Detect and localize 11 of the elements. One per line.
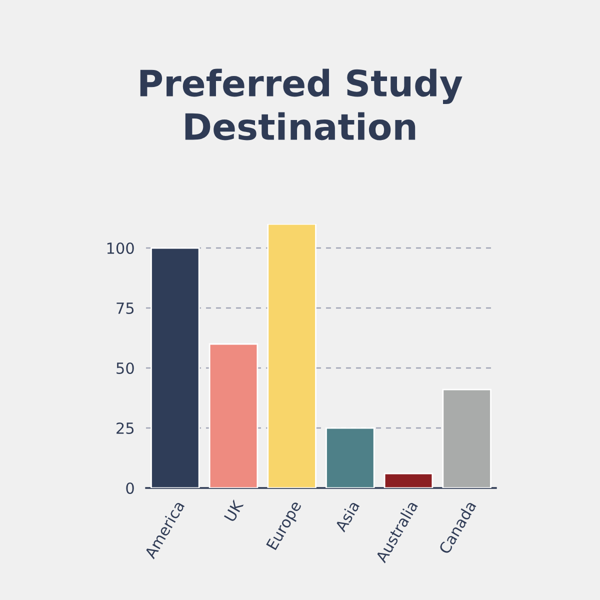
bar — [326, 427, 375, 488]
x-tick-label: UK — [224, 499, 244, 522]
bar — [208, 343, 258, 488]
y-tick-label: 50 — [116, 362, 134, 374]
y-tick-label: 100 — [107, 242, 134, 254]
bar — [384, 472, 434, 488]
y-tick-label: 0 — [126, 482, 134, 494]
bar — [267, 224, 316, 488]
chart-title: Preferred Study Destination — [140, 68, 462, 140]
y-tick-label: 25 — [116, 422, 134, 434]
y-tick-label: 75 — [116, 302, 134, 314]
